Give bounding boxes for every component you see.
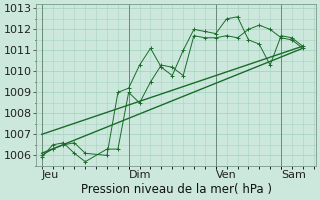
X-axis label: Pression niveau de la mer( hPa ): Pression niveau de la mer( hPa ) — [81, 183, 272, 196]
